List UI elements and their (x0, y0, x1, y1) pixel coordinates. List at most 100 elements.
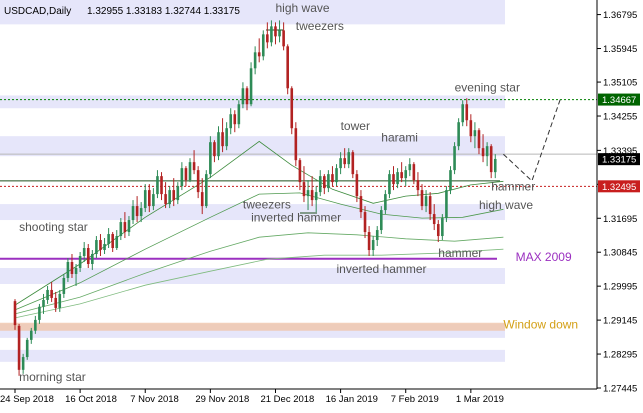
candle-body (213, 142, 216, 157)
candle-body (323, 176, 326, 189)
moving-average-line (14, 248, 504, 319)
candle-body (34, 319, 37, 331)
annotation-label: inverted hammer (337, 262, 427, 276)
candle-body (343, 158, 346, 165)
candle-body (367, 232, 371, 251)
candle-body (131, 206, 135, 221)
candle-body (25, 339, 29, 358)
candle-body (180, 168, 184, 187)
candle-body (375, 230, 379, 241)
candle-body (457, 122, 460, 147)
candle-body (412, 164, 416, 181)
price-level-box (598, 93, 640, 106)
date-tick-label: 7 Feb 2019 (391, 394, 439, 405)
candle-body (489, 146, 493, 173)
candle-body (302, 182, 306, 197)
candle-body (196, 170, 200, 193)
candle-body (278, 30, 281, 37)
price-tick-label: 1.29145 (603, 316, 637, 327)
candle-body (148, 190, 151, 207)
candle-body (314, 192, 318, 201)
resistance-support-zone (0, 349, 505, 362)
candle-body (70, 262, 74, 274)
price-tick-label: 1.29995 (603, 282, 637, 293)
candle-body (13, 301, 17, 326)
candle-body (347, 152, 351, 165)
symbol-timeframe: USDCAD,Daily (4, 6, 71, 17)
candle-body (21, 357, 25, 370)
price-level-box (598, 153, 640, 166)
resistance-support-zone (0, 204, 505, 221)
annotation-label: tower (341, 119, 370, 133)
candle-body (424, 196, 428, 207)
candle-body (139, 208, 143, 217)
date-tick-label: 1 Mar 2019 (456, 394, 504, 405)
price-tick-label: 1.34255 (603, 112, 637, 123)
candle-body (449, 170, 452, 191)
candle-body (46, 289, 49, 300)
price-tick-label: 1.31695 (603, 214, 637, 225)
candle-body (135, 206, 139, 217)
candle-body (86, 248, 90, 264)
candle-body (184, 168, 188, 181)
date-tick-label: 21 Dec 2018 (260, 394, 314, 405)
price-tick-label: 1.27445 (603, 384, 637, 395)
level-lines-layer (0, 29, 597, 331)
candle-body (306, 190, 310, 197)
candle-body (62, 277, 66, 294)
annotation-label: tweezers (296, 19, 344, 33)
candle-body (221, 132, 224, 147)
candle-body (241, 88, 245, 105)
annotation-label: morning star (19, 370, 86, 384)
moving-average-line (14, 232, 504, 315)
candles-layer[interactable] (13, 20, 497, 376)
candle-body (331, 174, 334, 183)
candle-body (188, 162, 192, 181)
candle-body (416, 180, 420, 191)
candle-body (465, 104, 469, 121)
candle-body (99, 240, 102, 251)
candle-body (481, 148, 485, 157)
candle-body (441, 218, 444, 237)
date-tick-label: 24 Sep 2018 (0, 394, 54, 405)
annotation-label: Window down (503, 317, 578, 331)
annotation-label: evening star (455, 81, 520, 95)
candle-body (200, 192, 204, 207)
candle-body (78, 256, 82, 268)
candle-body (339, 158, 342, 169)
candle-body (408, 164, 412, 171)
candle-body (204, 174, 208, 207)
price-level-label: 1.33175 (602, 155, 636, 166)
candle-body (469, 120, 473, 137)
candle-body (152, 194, 155, 207)
candle-body (249, 68, 253, 105)
candle-body (82, 248, 86, 257)
annotation-label: tweezers (243, 198, 291, 212)
candle-body (392, 174, 395, 185)
annotations-layer: high wave tweezers evening star tower harami… (19, 1, 578, 384)
candle-body (351, 152, 355, 175)
candle-body (119, 222, 123, 237)
candle-body (245, 88, 249, 105)
candle-body (380, 210, 383, 231)
candle-body (355, 174, 359, 197)
candle-body (237, 104, 241, 125)
candle-body (17, 325, 21, 370)
moving-average-line (14, 192, 504, 311)
candle-body (359, 196, 363, 213)
candle-body (327, 174, 330, 189)
candle-body (176, 186, 180, 201)
candle-body (485, 146, 489, 157)
candle-body (172, 190, 176, 201)
candle-body (477, 130, 481, 149)
annotation-label: MAX 2009 (516, 250, 572, 264)
candle-body (294, 128, 298, 161)
date-tick-label: 16 Jan 2019 (326, 394, 378, 405)
candle-body (29, 330, 33, 340)
price-tick-label: 1.35105 (603, 78, 637, 89)
date-tick-label: 29 Nov 2018 (195, 394, 249, 405)
candle-body (217, 132, 220, 157)
candle-body (420, 190, 424, 207)
candle-body (42, 299, 45, 307)
